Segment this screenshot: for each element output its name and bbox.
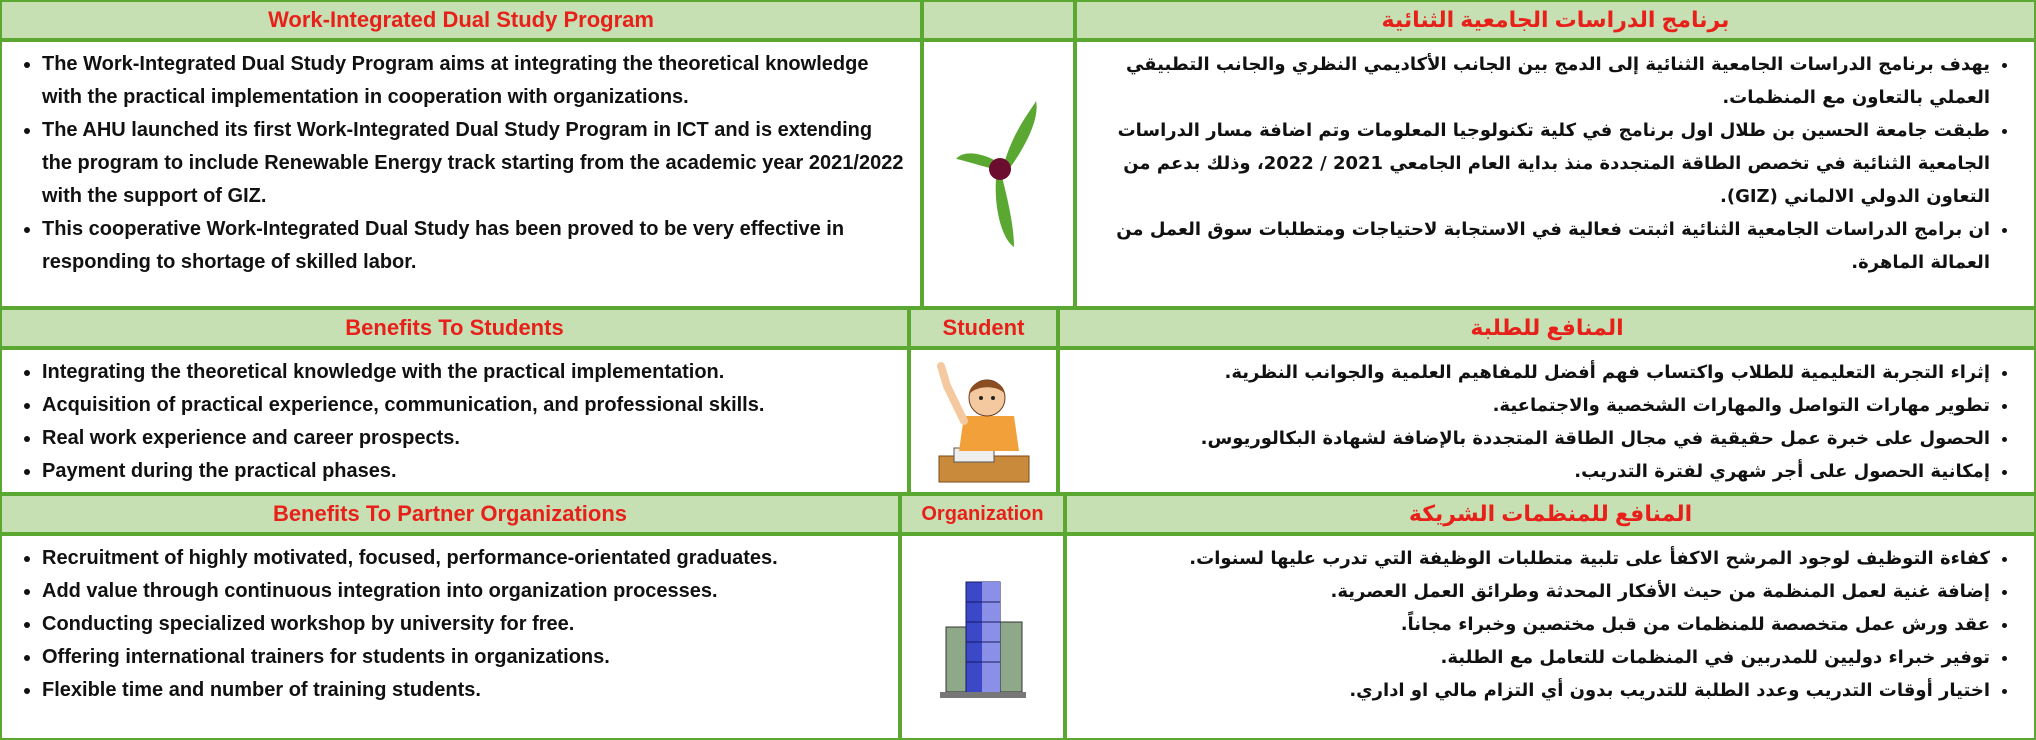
section: Benefits To Students Student المنافع للط… bbox=[0, 308, 2036, 494]
bullet-item: إضافة غنية لعمل المنظمة من حيث الأفكار ا… bbox=[1081, 575, 1990, 608]
bullet-item: يهدف برنامج الدراسات الجامعية الثنائية إ… bbox=[1091, 48, 1990, 114]
list-en: The Work-Integrated Dual Study Program a… bbox=[0, 40, 922, 308]
bullet-item: Acquisition of practical experience, com… bbox=[42, 389, 893, 422]
bullet-list: The Work-Integrated Dual Study Program a… bbox=[2, 42, 920, 279]
bullet-item: This cooperative Work-Integrated Dual St… bbox=[42, 213, 906, 279]
bullet-item: Recruitment of highly motivated, focused… bbox=[42, 542, 884, 575]
bullet-item: عقد ورش عمل متخصصة للمنظمات من قبل مختصي… bbox=[1081, 608, 1990, 641]
bullet-item: Integrating the theoretical knowledge wi… bbox=[42, 356, 893, 389]
bullet-item: اختيار أوقات التدريب وعدد الطلبة للتدريب… bbox=[1081, 674, 1990, 707]
header-ar: المنافع للطلبة bbox=[1058, 308, 2036, 348]
bullet-item: إثراء التجربة التعليمية للطلاب واكتساب ف… bbox=[1074, 356, 1990, 389]
windmill-icon bbox=[955, 101, 1037, 247]
building-icon bbox=[939, 581, 1026, 698]
bullet-list: Integrating the theoretical knowledge wi… bbox=[2, 350, 907, 488]
bullet-item: الحصول على خبرة عمل حقيقية في مجال الطاق… bbox=[1074, 422, 1990, 455]
bullet-list: يهدف برنامج الدراسات الجامعية الثنائية إ… bbox=[1077, 42, 2034, 279]
list-en: Integrating the theoretical knowledge wi… bbox=[0, 348, 909, 494]
bullet-item: توفير خبراء دوليين للمدربين في المنظمات … bbox=[1081, 641, 1990, 674]
bullet-list: Recruitment of highly motivated, focused… bbox=[2, 536, 898, 707]
bullet-item: The AHU launched its first Work-Integrat… bbox=[42, 114, 906, 213]
header-en: Benefits To Students bbox=[0, 308, 909, 348]
bullet-item: طبقت جامعة الحسين بن طلال اول برنامج في … bbox=[1091, 114, 1990, 213]
list-ar: إثراء التجربة التعليمية للطلاب واكتساب ف… bbox=[1058, 348, 2036, 494]
bullet-item: The Work-Integrated Dual Study Program a… bbox=[42, 48, 906, 114]
bullet-item: Flexible time and number of training stu… bbox=[42, 674, 884, 707]
header-en: Benefits To Partner Organizations bbox=[0, 494, 900, 534]
header-middle: Organization bbox=[900, 494, 1065, 534]
bullet-item: Payment during the practical phases. bbox=[42, 455, 893, 488]
bullet-item: إمكانية الحصول على أجر شهري لفترة التدري… bbox=[1074, 455, 1990, 488]
list-en: Recruitment of highly motivated, focused… bbox=[0, 534, 900, 740]
bullet-list: إثراء التجربة التعليمية للطلاب واكتساب ف… bbox=[1060, 350, 2034, 488]
header-middle: Student bbox=[909, 308, 1058, 348]
student-icon bbox=[936, 362, 1029, 483]
bullet-item: ان برامج الدراسات الجامعية الثنائية اثبت… bbox=[1091, 213, 1990, 279]
bullet-list: كفاءة التوظيف لوجود المرشح الاكفأ على تل… bbox=[1067, 536, 2034, 707]
header-en: Work-Integrated Dual Study Program bbox=[0, 0, 922, 40]
bullet-item: تطوير مهارات التواصل والمهارات الشخصية و… bbox=[1074, 389, 1990, 422]
header-ar: المنافع للمنظمات الشريكة bbox=[1065, 494, 2036, 534]
list-ar: يهدف برنامج الدراسات الجامعية الثنائية إ… bbox=[1075, 40, 2036, 308]
icon-cell bbox=[909, 348, 1058, 494]
section: Work-Integrated Dual Study Program برنام… bbox=[0, 0, 2036, 308]
list-ar: كفاءة التوظيف لوجود المرشح الاكفأ على تل… bbox=[1065, 534, 2036, 740]
bullet-item: Real work experience and career prospect… bbox=[42, 422, 893, 455]
bullet-item: كفاءة التوظيف لوجود المرشح الاكفأ على تل… bbox=[1081, 542, 1990, 575]
bullet-item: Add value through continuous integration… bbox=[42, 575, 884, 608]
bullet-item: Conducting specialized workshop by unive… bbox=[42, 608, 884, 641]
header-middle bbox=[922, 0, 1075, 40]
bullet-item: Offering international trainers for stud… bbox=[42, 641, 884, 674]
icon-cell bbox=[900, 534, 1065, 740]
header-ar: برنامج الدراسات الجامعية الثنائية bbox=[1075, 0, 2036, 40]
section: Benefits To Partner Organizations Organi… bbox=[0, 494, 2036, 740]
icon-cell bbox=[922, 40, 1075, 308]
